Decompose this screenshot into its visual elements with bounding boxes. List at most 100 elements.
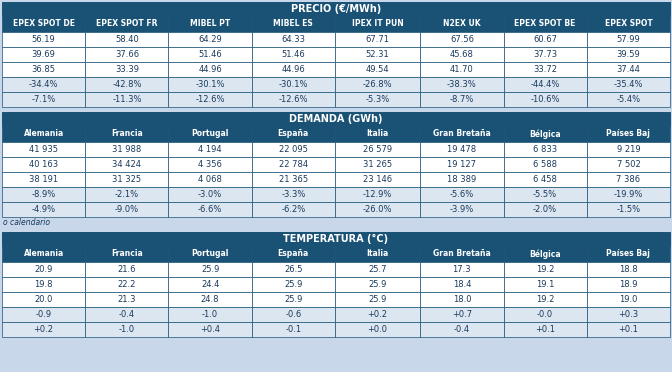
Bar [503, 202, 587, 217]
Bar [587, 47, 670, 62]
Text: 9 219: 9 219 [617, 145, 640, 154]
Text: 24.8: 24.8 [201, 295, 219, 304]
Bar [420, 292, 503, 307]
Text: DEMANDA (GWh): DEMANDA (GWh) [289, 114, 383, 124]
Bar [2, 2, 670, 16]
Text: -0.6: -0.6 [285, 310, 302, 319]
Text: 7 386: 7 386 [616, 175, 640, 184]
Bar [335, 47, 420, 62]
Bar [335, 92, 420, 107]
Text: 26 579: 26 579 [363, 145, 392, 154]
Bar [2, 307, 85, 322]
Bar [252, 62, 335, 77]
Text: 7 502: 7 502 [616, 160, 640, 169]
Text: -19.9%: -19.9% [614, 190, 643, 199]
Text: -30.1%: -30.1% [279, 80, 308, 89]
Bar [335, 262, 420, 277]
Text: 19.2: 19.2 [536, 265, 554, 274]
Bar [2, 262, 85, 277]
Bar [169, 307, 252, 322]
Text: Gran Bretaña: Gran Bretaña [433, 250, 491, 259]
Bar [420, 262, 503, 277]
Text: Alemania: Alemania [24, 250, 64, 259]
Bar [85, 126, 169, 142]
Bar [2, 32, 85, 47]
Text: 51.46: 51.46 [282, 50, 305, 59]
Text: 18.4: 18.4 [453, 280, 471, 289]
Bar [503, 32, 587, 47]
Bar [587, 187, 670, 202]
Text: IPEX IT PUN: IPEX IT PUN [351, 19, 403, 29]
Bar [335, 142, 420, 157]
Text: +0.0: +0.0 [368, 325, 388, 334]
Text: 67.71: 67.71 [366, 35, 390, 44]
Text: 4 194: 4 194 [198, 145, 222, 154]
Text: 17.3: 17.3 [452, 265, 471, 274]
Text: 45.68: 45.68 [450, 50, 474, 59]
Text: 40 163: 40 163 [29, 160, 58, 169]
Text: -12.9%: -12.9% [363, 190, 392, 199]
Text: -44.4%: -44.4% [530, 80, 560, 89]
Bar [2, 142, 85, 157]
Text: 4 356: 4 356 [198, 160, 222, 169]
Bar [85, 77, 169, 92]
Text: MIBEL PT: MIBEL PT [190, 19, 230, 29]
Bar [85, 246, 169, 262]
Text: 4 068: 4 068 [198, 175, 222, 184]
Text: TEMPERATURA (°C): TEMPERATURA (°C) [284, 234, 388, 244]
Bar [420, 142, 503, 157]
Text: 6 588: 6 588 [533, 160, 557, 169]
Text: 25.9: 25.9 [284, 295, 302, 304]
Bar [420, 92, 503, 107]
Text: -12.6%: -12.6% [279, 95, 308, 104]
Text: -12.6%: -12.6% [196, 95, 225, 104]
Text: +0.4: +0.4 [200, 325, 220, 334]
Text: 49.54: 49.54 [366, 65, 390, 74]
Text: -0.0: -0.0 [537, 310, 553, 319]
Text: 19 478: 19 478 [448, 145, 476, 154]
Bar [169, 126, 252, 142]
Text: -6.6%: -6.6% [198, 205, 222, 214]
Text: 51.46: 51.46 [198, 50, 222, 59]
Text: Francia: Francia [111, 129, 142, 138]
Text: 31 988: 31 988 [112, 145, 142, 154]
Text: 44.96: 44.96 [198, 65, 222, 74]
Bar [503, 47, 587, 62]
Text: -0.4: -0.4 [454, 325, 470, 334]
Bar [587, 322, 670, 337]
Bar [85, 277, 169, 292]
Text: -26.8%: -26.8% [363, 80, 392, 89]
Text: 34 424: 34 424 [112, 160, 141, 169]
Text: 33.72: 33.72 [533, 65, 557, 74]
Text: PRECIO (€/MWh): PRECIO (€/MWh) [291, 4, 381, 14]
Bar [503, 126, 587, 142]
Bar [503, 262, 587, 277]
Text: -1.5%: -1.5% [616, 205, 640, 214]
Bar [587, 92, 670, 107]
Bar [2, 172, 85, 187]
Bar [587, 126, 670, 142]
Bar [335, 202, 420, 217]
Text: 22 095: 22 095 [279, 145, 308, 154]
Text: Portugal: Portugal [192, 129, 228, 138]
Bar [252, 277, 335, 292]
Bar [587, 262, 670, 277]
Text: -42.8%: -42.8% [112, 80, 142, 89]
Bar [587, 77, 670, 92]
Bar [420, 307, 503, 322]
Text: -2.1%: -2.1% [115, 190, 139, 199]
Bar [335, 157, 420, 172]
Text: Países Baj: Países Baj [606, 129, 650, 138]
Bar [169, 157, 252, 172]
Bar [169, 187, 252, 202]
Text: EPEX SPOT DE: EPEX SPOT DE [13, 19, 75, 29]
Text: 38 191: 38 191 [29, 175, 58, 184]
Bar [85, 307, 169, 322]
Bar [420, 77, 503, 92]
Bar [587, 32, 670, 47]
Text: 25.9: 25.9 [368, 280, 387, 289]
Bar [252, 246, 335, 262]
Bar [252, 16, 335, 32]
Text: Bélgica: Bélgica [530, 249, 561, 259]
Text: 19.2: 19.2 [536, 295, 554, 304]
